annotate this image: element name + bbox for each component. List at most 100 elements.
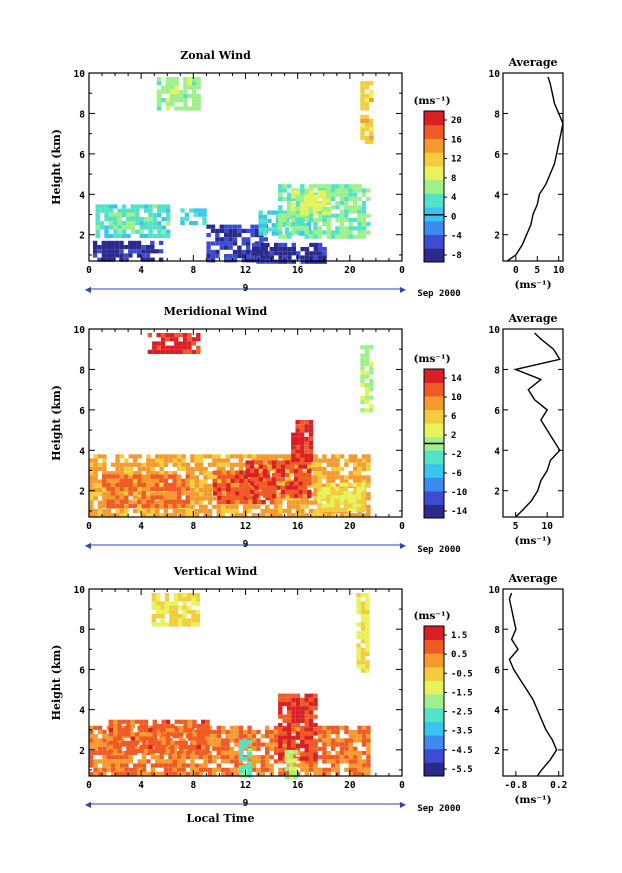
heatmap-cell [148, 744, 153, 750]
heatmap-cell [111, 763, 116, 768]
heatmap-cell [135, 217, 140, 222]
heatmap-cell [360, 102, 365, 107]
profile-line [506, 76, 564, 262]
heatmap-cell [304, 513, 309, 518]
heatmap-cell [156, 614, 161, 619]
heatmap-cell [295, 190, 300, 195]
heatmap-cell [156, 102, 162, 107]
heatmap-cell [176, 495, 182, 500]
heatmap-cell [124, 513, 129, 518]
heatmap-cell [178, 618, 183, 623]
heatmap-cell [221, 508, 226, 514]
heatmap-cell [191, 341, 197, 346]
heatmap-cell [273, 500, 279, 505]
heatmap-cell [360, 626, 366, 631]
heatmap-cell [293, 758, 298, 763]
heatmap-cell [291, 196, 296, 201]
heatmap-cell [356, 605, 361, 610]
heatmap-cell [241, 249, 246, 254]
heatmap-cell [357, 234, 362, 239]
heatmap-cell [330, 482, 335, 487]
heatmap-cell [304, 436, 309, 441]
heatmap-cell [232, 224, 238, 229]
heatmap-cell [241, 237, 246, 242]
heatmap-cell [326, 767, 331, 772]
heatmap-cell [278, 184, 283, 189]
heatmap-cell [110, 487, 116, 492]
heatmap-cell [241, 241, 246, 246]
colorbar-swatch [424, 694, 444, 709]
heatmap-cell [205, 736, 210, 741]
heatmap-cell [282, 727, 287, 732]
heatmap-cell [161, 208, 166, 213]
heatmap-cell [135, 740, 140, 745]
heatmap-cell [356, 630, 361, 635]
heatmap-cell [360, 647, 366, 652]
heatmap-cell [183, 77, 188, 82]
heatmap-cell [291, 710, 296, 715]
heatmap-cell [286, 697, 292, 702]
heatmap-cell [357, 763, 362, 768]
heatmap-cell [291, 436, 296, 441]
heatmap-cell [176, 491, 182, 496]
heatmap-cell [128, 454, 133, 459]
heatmap-cell [152, 732, 157, 737]
heatmap-cell [89, 462, 94, 467]
heatmap-cell [317, 482, 322, 487]
heatmap-cell [356, 651, 361, 656]
colorbar-tick-label: 1.5 [451, 631, 467, 641]
heatmap-cell [258, 210, 263, 215]
heatmap-cell [179, 749, 184, 754]
heatmap-cell [245, 468, 250, 473]
heatmap-cell [260, 759, 265, 764]
heatmap-cell [339, 513, 345, 518]
heatmap-cell [89, 466, 94, 472]
heatmap-cell [326, 503, 331, 508]
heatmap-cell [344, 742, 349, 747]
heatmap-cell [247, 504, 252, 509]
heatmap-cell [102, 482, 107, 488]
colorbar-tick-label: 20 [451, 116, 462, 126]
heatmap-cell [262, 227, 268, 232]
heatmap-cell [365, 609, 370, 614]
heatmap-cell [243, 744, 248, 749]
colorbar-tick-label: 16 [451, 135, 462, 145]
heatmap-cell [113, 723, 118, 729]
heatmap-cell [269, 466, 274, 472]
heatmap-cell [348, 234, 353, 239]
heatmap-cell [196, 85, 201, 90]
heatmap-cell [365, 660, 370, 665]
heatmap-cell [291, 251, 296, 256]
heatmap-cell [278, 230, 283, 235]
heatmap-cell [282, 213, 287, 218]
heatmap-cell [139, 233, 144, 238]
heatmap-cell [172, 474, 177, 479]
heatmap-cell [234, 504, 239, 509]
heatmap-cell [276, 464, 281, 469]
heatmap-cell [260, 242, 266, 247]
heatmap-cell [321, 486, 326, 491]
heatmap-cell [97, 746, 103, 751]
heatmap-cell [226, 495, 231, 500]
heatmap-cell [126, 740, 131, 745]
heatmap-cell [254, 473, 259, 478]
heatmap-cell [308, 714, 314, 719]
heatmap-cell [335, 226, 340, 231]
heatmap-cell [313, 731, 318, 736]
heatmap-cell [243, 483, 249, 488]
heatmap-cell [366, 475, 371, 480]
heatmap-cell [130, 220, 135, 226]
heatmap-cell [174, 744, 179, 750]
heatmap-cell [89, 746, 94, 751]
heatmap-cell [348, 763, 353, 768]
heatmap-cell [344, 234, 349, 239]
heatmap-cell [194, 508, 199, 514]
heatmap-cell [291, 259, 296, 264]
heatmap-cell [369, 135, 374, 140]
heatmap-cell [357, 750, 362, 756]
heatmap-cell [155, 454, 160, 459]
heatmap-cell [302, 481, 308, 486]
heatmap-cell [300, 756, 305, 761]
heatmap-cell [137, 759, 142, 764]
heatmap-cell [137, 496, 142, 501]
